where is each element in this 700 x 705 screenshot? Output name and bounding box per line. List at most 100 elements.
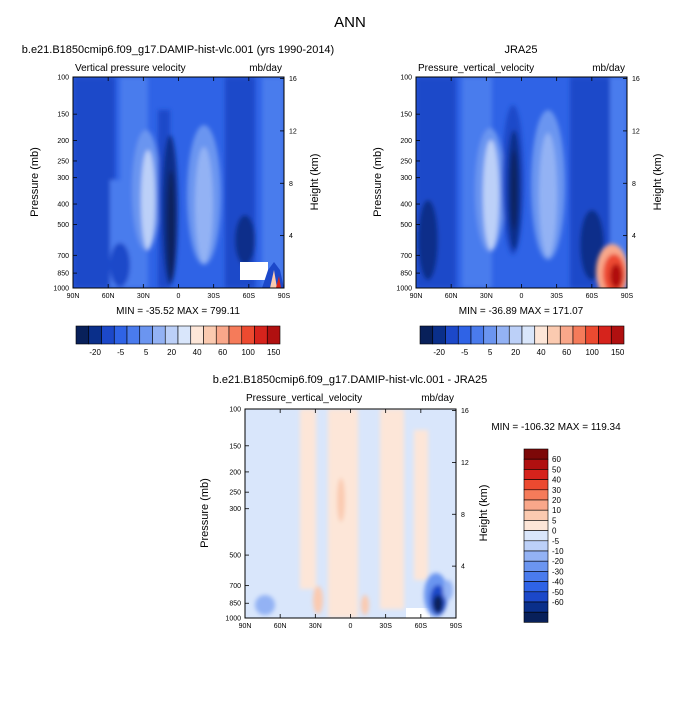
colorbar-swatch	[534, 325, 548, 345]
colorbar-label: 10	[552, 506, 561, 515]
height-tick-label: 8	[461, 512, 465, 519]
height-tick-label: 12	[461, 460, 469, 467]
contour-lobe	[235, 215, 255, 265]
x-tick-label: 60N	[274, 623, 287, 630]
colorbar-swatch	[523, 479, 549, 491]
y-tick-label: 300	[400, 175, 412, 182]
colorbar-label: 60	[552, 455, 561, 464]
panel-title-obs: JRA25	[504, 44, 537, 56]
variable-label-obs: Pressure_vertical_velocity	[418, 63, 534, 74]
colorbar-label: 20	[167, 348, 176, 357]
colorbar-label: 150	[611, 348, 625, 357]
colorbar-label: -20	[552, 557, 564, 566]
colorbar-label: 40	[537, 348, 546, 357]
panel-title-diff: b.e21.B1850cmip6.f09_g17.DAMIP-hist-vlc.…	[213, 374, 488, 386]
x-tick-label: 60S	[415, 623, 428, 630]
x-axis-obs: 90N 60N 30N 0 30S 60S 90S	[410, 77, 634, 300]
colorbar-label: -5	[117, 348, 125, 357]
contour-lobe	[610, 264, 622, 288]
y-axis-label-obs: Pressure (mb)	[372, 147, 384, 217]
colorbar-swatch	[139, 325, 153, 345]
height-axis-diff: 16 12 8 4	[452, 408, 469, 571]
contour-field-diff	[245, 409, 456, 618]
stats-diff: MIN = -106.32 MAX = 119.34	[491, 422, 621, 433]
contour-field-obs	[416, 77, 627, 288]
colorbar-swatch	[164, 325, 179, 345]
colorbar-swatch	[523, 550, 549, 562]
height-tick-label: 12	[289, 128, 297, 135]
colorbar-swatch	[521, 325, 536, 345]
contour-lobe	[195, 147, 213, 263]
height-tick-label: 12	[632, 128, 640, 135]
y-tick-label: 400	[400, 202, 412, 209]
height-tick-label: 8	[632, 181, 636, 188]
contour-lobe	[337, 478, 345, 522]
contour-field-model	[73, 77, 284, 288]
colorbar-swatch	[572, 325, 587, 345]
x-tick-label: 0	[520, 293, 524, 300]
y-axis-label-diff: Pressure (mb)	[199, 478, 211, 548]
colorbar-swatch	[523, 499, 549, 511]
colorbar-swatch	[177, 325, 192, 345]
x-tick-label: 90N	[67, 293, 80, 300]
y-tick-label: 150	[57, 112, 69, 119]
y-tick-label: 850	[57, 271, 69, 278]
colorbar-swatch	[523, 489, 549, 501]
height-axis-model: 16 12 8 4	[280, 76, 297, 240]
panel-obs: JRA25 Pressure_vertical_velocity mb/day	[372, 44, 664, 357]
units-obs: mb/day	[592, 63, 625, 74]
contour-lobe	[443, 580, 453, 600]
y-tick-label: 200	[400, 138, 412, 145]
colorbar-swatch	[432, 325, 446, 345]
y-tick-label: 850	[229, 601, 241, 608]
figure-title: ANN	[334, 14, 366, 31]
contour-lobe	[483, 140, 499, 250]
x-tick-label: 60N	[445, 293, 458, 300]
height-label-model: Height (km)	[309, 154, 321, 211]
colorbar-swatch	[203, 325, 217, 345]
y-axis-obs: 100 150 200 250 300 400 500 700 850 1000	[396, 75, 420, 293]
contour-band	[262, 77, 284, 288]
colorbar-label: 5	[552, 516, 557, 525]
y-tick-label: 100	[400, 75, 412, 82]
variable-label-model: Vertical pressure velocity	[75, 63, 186, 74]
colorbar-label: 60	[562, 348, 571, 357]
colorbar-swatch	[523, 469, 549, 480]
colorbar-swatch	[523, 560, 549, 572]
stats-obs: MIN = -36.89 MAX = 171.07	[459, 306, 584, 317]
contour-lobe	[141, 150, 155, 250]
x-axis-diff: 90N 60N 30N 0 30S 60S 90S	[239, 409, 463, 630]
x-tick-label: 60N	[102, 293, 115, 300]
colorbar-swatch	[419, 325, 434, 345]
y-tick-label: 500	[400, 222, 412, 229]
colorbar-label: -10	[552, 547, 564, 556]
variable-label-diff: Pressure_vertical_velocity	[246, 393, 362, 404]
colorbar-label: -30	[552, 567, 564, 576]
height-tick-label: 4	[632, 233, 636, 240]
colorbar-model: -20 -5 5 20 40 60 100 150	[75, 325, 281, 357]
colorbar-swatch	[241, 325, 255, 345]
x-tick-label: 90S	[450, 623, 463, 630]
x-tick-label: 60S	[586, 293, 599, 300]
x-tick-label: 30S	[379, 623, 392, 630]
contour-lobe	[406, 608, 430, 618]
colorbar-label: 0	[552, 527, 557, 536]
colorbar-swatch	[523, 520, 549, 531]
contour-lobe	[276, 276, 281, 288]
contour-lobe	[361, 595, 369, 615]
panel-model: b.e21.B1850cmip6.f09_g17.DAMIP-hist-vlc.…	[22, 44, 334, 357]
height-label-obs: Height (km)	[652, 154, 664, 211]
x-tick-label: 30N	[137, 293, 150, 300]
y-tick-label: 700	[229, 583, 241, 590]
colorbar-label: 5	[488, 348, 493, 357]
colorbar-label: 20	[511, 348, 520, 357]
colorbar-swatch	[228, 325, 243, 345]
y-tick-label: 300	[57, 175, 69, 182]
height-tick-label: 4	[461, 564, 465, 571]
contour-band	[300, 409, 316, 589]
colorbar-swatch	[559, 325, 574, 345]
colorbar-swatch	[523, 581, 549, 593]
x-tick-label: 30N	[480, 293, 493, 300]
y-axis-model: 100 150 200 250 300 400 500 700 850 1000	[53, 75, 77, 293]
